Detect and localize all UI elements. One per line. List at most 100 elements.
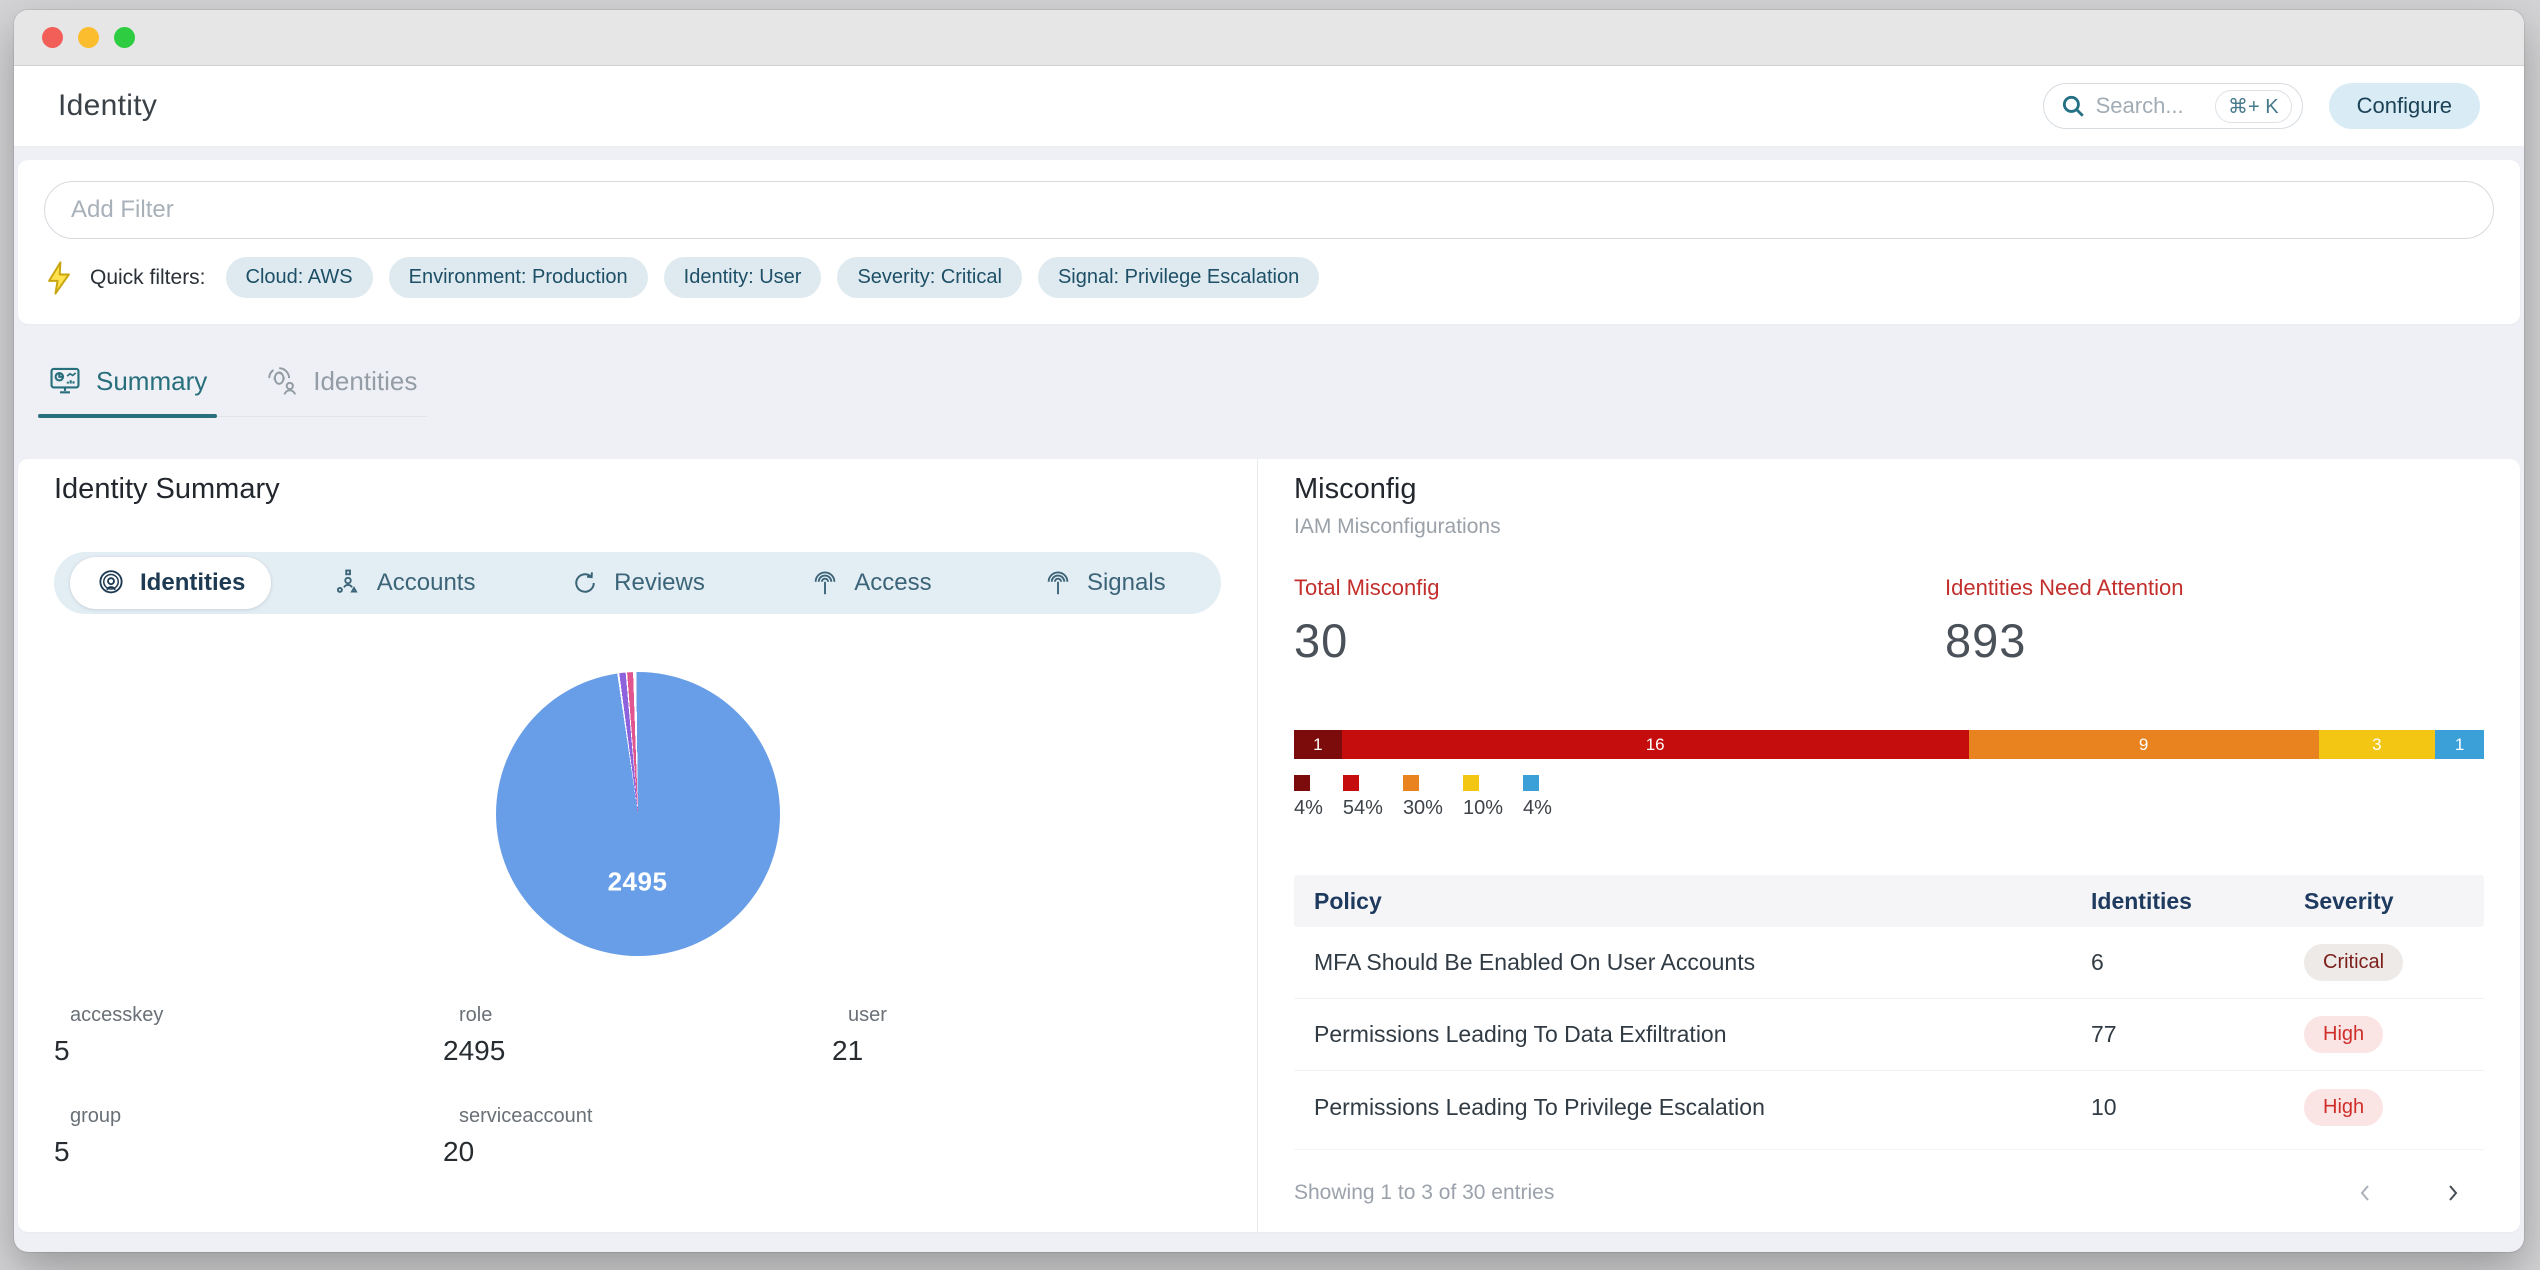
dashboard-panels: Identity Summary Identities — [18, 459, 2520, 1232]
window-minimize-button[interactable] — [78, 27, 99, 48]
segment-reviews-label: Reviews — [614, 569, 705, 597]
severity-legend: 4% 54% 30% 10% — [1294, 775, 2484, 820]
configure-button[interactable]: Configure — [2329, 83, 2480, 129]
chip-severity-critical[interactable]: Severity: Critical — [837, 257, 1021, 298]
stat-user: user 21 — [832, 1004, 1221, 1067]
cell-identities: 6 — [2071, 949, 2284, 976]
page-title: Identity — [58, 89, 157, 123]
broadcast-icon — [810, 568, 840, 598]
segment-identities-label: Identities — [140, 569, 245, 597]
segment-access[interactable]: Access — [754, 552, 987, 614]
tab-summary[interactable]: Summary — [46, 358, 209, 416]
misconfig-panel: Misconfig IAM Misconfigurations Total Mi… — [1258, 459, 2520, 1232]
identity-summary-segmented-control: Identities — [54, 552, 1221, 614]
bar-segment-1: 1 — [1294, 730, 1342, 759]
chip-signal-privilege-escalation[interactable]: Signal: Privilege Escalation — [1038, 257, 1319, 298]
legend-item: 4% — [1523, 775, 1552, 820]
legend-item: 10% — [1463, 775, 1503, 820]
legend-item: 54% — [1343, 775, 1383, 820]
cell-policy: Permissions Leading To Data Exfiltration — [1294, 1021, 2071, 1048]
fingerprint-user-icon — [265, 364, 299, 398]
search-shortcut-badge: ⌘+ K — [2215, 90, 2292, 123]
tab-identities[interactable]: Identities — [263, 358, 419, 416]
segment-reviews[interactable]: Reviews — [521, 552, 754, 614]
quick-filter-chips: Cloud: AWS Environment: Production Ident… — [226, 257, 1320, 298]
identity-type-pie-chart: 2495 — [496, 672, 780, 956]
bar-segment-4: 3 — [2319, 730, 2436, 759]
org-network-icon — [333, 568, 363, 598]
page-tabs: Summary Identities — [38, 358, 427, 417]
segment-accounts[interactable]: Accounts — [287, 552, 520, 614]
stat-role: role 2495 — [443, 1004, 832, 1067]
legend-swatch — [1403, 775, 1419, 791]
previous-page-button[interactable] — [2350, 1177, 2382, 1209]
bar-segment-3: 9 — [1969, 730, 2319, 759]
pie-value-label: 2495 — [608, 867, 668, 898]
filter-card: Quick filters: Cloud: AWS Environment: P… — [18, 160, 2520, 324]
legend-swatch — [1463, 775, 1479, 791]
tab-identities-label: Identities — [313, 366, 417, 397]
search-icon — [2060, 93, 2086, 119]
lightning-icon — [44, 261, 74, 295]
identity-summary-title: Identity Summary — [54, 473, 1221, 506]
segment-signals[interactable]: Signals — [988, 552, 1221, 614]
window-titlebar — [14, 10, 2524, 66]
table-row[interactable]: MFA Should Be Enabled On User Accounts 6… — [1294, 927, 2484, 999]
severity-badge: High — [2304, 1016, 2383, 1053]
cell-policy: Permissions Leading To Privilege Escalat… — [1294, 1094, 2071, 1121]
window-close-button[interactable] — [42, 27, 63, 48]
metric-total-misconfig: Total Misconfig 30 — [1294, 575, 1889, 668]
bar-segment-2: 16 — [1342, 730, 1969, 759]
add-filter-input[interactable] — [44, 181, 2494, 239]
search-input[interactable] — [2096, 93, 2205, 119]
col-header-policy: Policy — [1294, 888, 2071, 915]
legend-item: 4% — [1294, 775, 1323, 820]
severity-badge: Critical — [2304, 944, 2403, 981]
chip-environment-production[interactable]: Environment: Production — [389, 257, 648, 298]
app-window: Identity ⌘+ K Configure — [14, 10, 2524, 1252]
severity-stacked-bar: 1 16 9 3 1 — [1294, 730, 2484, 759]
app-header: Identity ⌘+ K Configure — [14, 66, 2524, 147]
misconfig-title: Misconfig — [1294, 473, 2484, 506]
legend-swatch — [1523, 775, 1539, 791]
metric-identities-need-attention: Identities Need Attention 893 — [1889, 575, 2484, 668]
severity-badge: High — [2304, 1089, 2383, 1126]
table-row[interactable]: Permissions Leading To Privilege Escalat… — [1294, 1071, 2484, 1143]
identity-type-stats: accesskey 5 role 2495 user 21 group 5 — [54, 1004, 1221, 1168]
stat-accesskey: accesskey 5 — [54, 1004, 443, 1067]
segment-accounts-label: Accounts — [377, 569, 476, 597]
chip-identity-user[interactable]: Identity: User — [664, 257, 822, 298]
misconfig-metrics: Total Misconfig 30 Identities Need Atten… — [1294, 575, 2484, 668]
next-page-button[interactable] — [2436, 1177, 2468, 1209]
legend-swatch — [1343, 775, 1359, 791]
main-content: Quick filters: Cloud: AWS Environment: P… — [14, 147, 2524, 1252]
identity-summary-panel: Identity Summary Identities — [18, 459, 1258, 1232]
stat-group: group 5 — [54, 1105, 443, 1168]
chip-cloud-aws[interactable]: Cloud: AWS — [226, 257, 373, 298]
table-footer: Showing 1 to 3 of 30 entries — [1294, 1149, 2484, 1235]
policy-table-header: Policy Identities Severity — [1294, 875, 2484, 927]
legend-item: 30% — [1403, 775, 1443, 820]
search-box[interactable]: ⌘+ K — [2043, 83, 2303, 129]
signal-antenna-icon — [1043, 568, 1073, 598]
pagination-status: Showing 1 to 3 of 30 entries — [1294, 1181, 1554, 1205]
bar-segment-5: 1 — [2435, 730, 2484, 759]
cell-identities: 10 — [2071, 1094, 2284, 1121]
cell-identities: 77 — [2071, 1021, 2284, 1048]
legend-swatch — [1294, 775, 1310, 791]
col-header-severity: Severity — [2284, 888, 2484, 915]
tab-summary-label: Summary — [96, 366, 207, 397]
col-header-identities: Identities — [2071, 888, 2284, 915]
window-zoom-button[interactable] — [114, 27, 135, 48]
table-row[interactable]: Permissions Leading To Data Exfiltration… — [1294, 999, 2484, 1071]
summary-dashboard-icon — [48, 364, 82, 398]
stat-serviceaccount: serviceaccount 20 — [443, 1105, 832, 1168]
policy-table: Policy Identities Severity MFA Should Be… — [1294, 875, 2484, 1143]
segment-access-label: Access — [854, 569, 931, 597]
quick-filters-label: Quick filters: — [90, 266, 206, 290]
cell-policy: MFA Should Be Enabled On User Accounts — [1294, 949, 2071, 976]
refresh-cycle-icon — [570, 568, 600, 598]
segment-signals-label: Signals — [1087, 569, 1166, 597]
segment-identities[interactable]: Identities — [54, 552, 287, 614]
person-radar-icon — [96, 568, 126, 598]
